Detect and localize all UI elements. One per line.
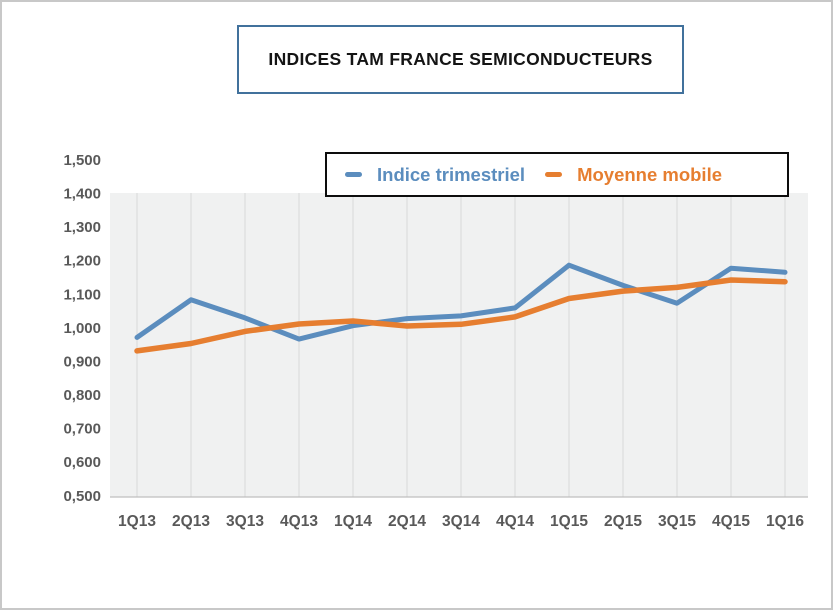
x-axis-tick-label: 3Q14 [442, 513, 480, 530]
series-line-indice-trimestriel [134, 262, 788, 342]
vertical-gridlines [136, 193, 786, 497]
x-axis-tick-labels: 1Q13 2Q13 3Q13 4Q13 1Q14 2Q14 3Q14 4Q14 1Q15 2Q15… [118, 513, 804, 530]
legend-line-swatch-blue-icon [345, 172, 362, 177]
series-lines [134, 262, 788, 354]
y-axis-tick-label: 0,800 [63, 387, 101, 404]
x-axis-tick-label: 4Q15 [712, 513, 750, 530]
plot-background [110, 193, 808, 497]
x-axis-tick-label: 2Q13 [172, 513, 210, 530]
y-axis-tick-label: 1,300 [63, 219, 101, 236]
y-axis-tick-labels: 1,500 1,400 1,300 1,200 1,100 1,000 0,900 0,800… [63, 152, 101, 505]
x-axis-tick-label: 4Q14 [496, 513, 534, 530]
legend-line-swatch-orange-icon [545, 172, 563, 177]
y-axis-tick-label: 1,400 [63, 185, 101, 202]
y-axis-tick-label: 1,500 [63, 152, 101, 169]
y-axis-tick-label: 1,200 [63, 253, 101, 270]
x-axis-tick-label: 3Q13 [226, 513, 264, 530]
chart-title-box: INDICES TAM FRANCE SEMICONDUCTEURS [237, 25, 684, 94]
chart-legend: Indice trimestriel Moyenne mobile [325, 152, 789, 197]
legend-label-indice-trimestriel: Indice trimestriel [377, 163, 526, 185]
y-axis-tick-label: 1,000 [63, 320, 101, 337]
y-axis-tick-label: 0,900 [63, 353, 101, 370]
x-axis-tick-label: 3Q15 [658, 513, 696, 530]
chart-title: INDICES TAM FRANCE SEMICONDUCTEURS [268, 49, 653, 69]
x-axis-tick-label: 1Q13 [118, 513, 156, 530]
x-axis-tick-label: 1Q14 [334, 513, 372, 530]
x-axis-tick-label: 2Q15 [604, 513, 642, 530]
y-axis-tick-label: 1,100 [63, 286, 101, 303]
series-line-moyenne-mobile [134, 277, 788, 354]
y-axis-tick-label: 0,500 [63, 488, 101, 505]
x-axis-tick-label: 2Q14 [388, 513, 426, 530]
plot-background-rect [110, 193, 808, 497]
y-axis-tick-label: 0,600 [63, 454, 101, 471]
legend-item-indice-trimestriel: Indice trimestriel [345, 164, 525, 186]
x-axis-tick-label: 1Q16 [766, 513, 804, 530]
y-axis-tick-label: 0,700 [63, 421, 101, 438]
legend-item-moyenne-mobile: Moyenne mobile [545, 164, 722, 186]
legend-label-moyenne-mobile: Moyenne mobile [577, 163, 723, 185]
x-axis-tick-label: 4Q13 [280, 513, 318, 530]
x-axis-tick-label: 1Q15 [550, 513, 588, 530]
